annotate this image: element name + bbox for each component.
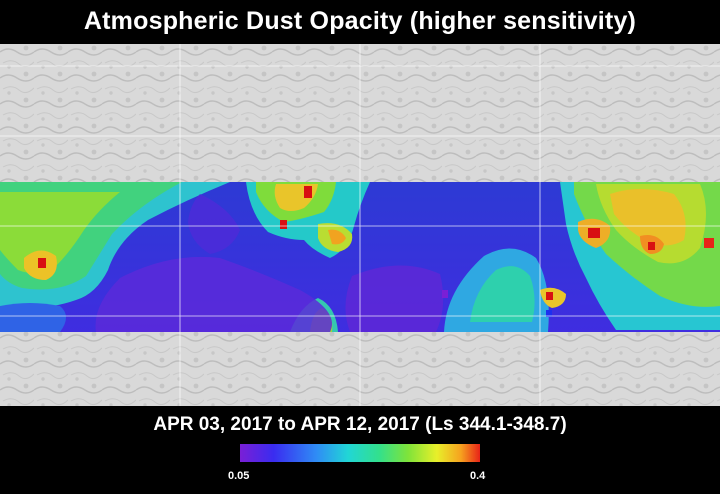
map-grid — [0, 44, 720, 406]
date-range-label: APR 03, 2017 to APR 12, 2017 (Ls 344.1-3… — [153, 414, 567, 435]
colorbar-max-label: 0.4 — [470, 470, 486, 482]
colorbar-gradient — [240, 444, 480, 462]
map-title: Atmospheric Dust Opacity (higher sensiti… — [83, 6, 637, 35]
colorbar-min-label: 0.05 — [228, 470, 250, 482]
opacity-colorbar — [240, 444, 480, 462]
mars-dust-opacity-map — [0, 44, 720, 406]
